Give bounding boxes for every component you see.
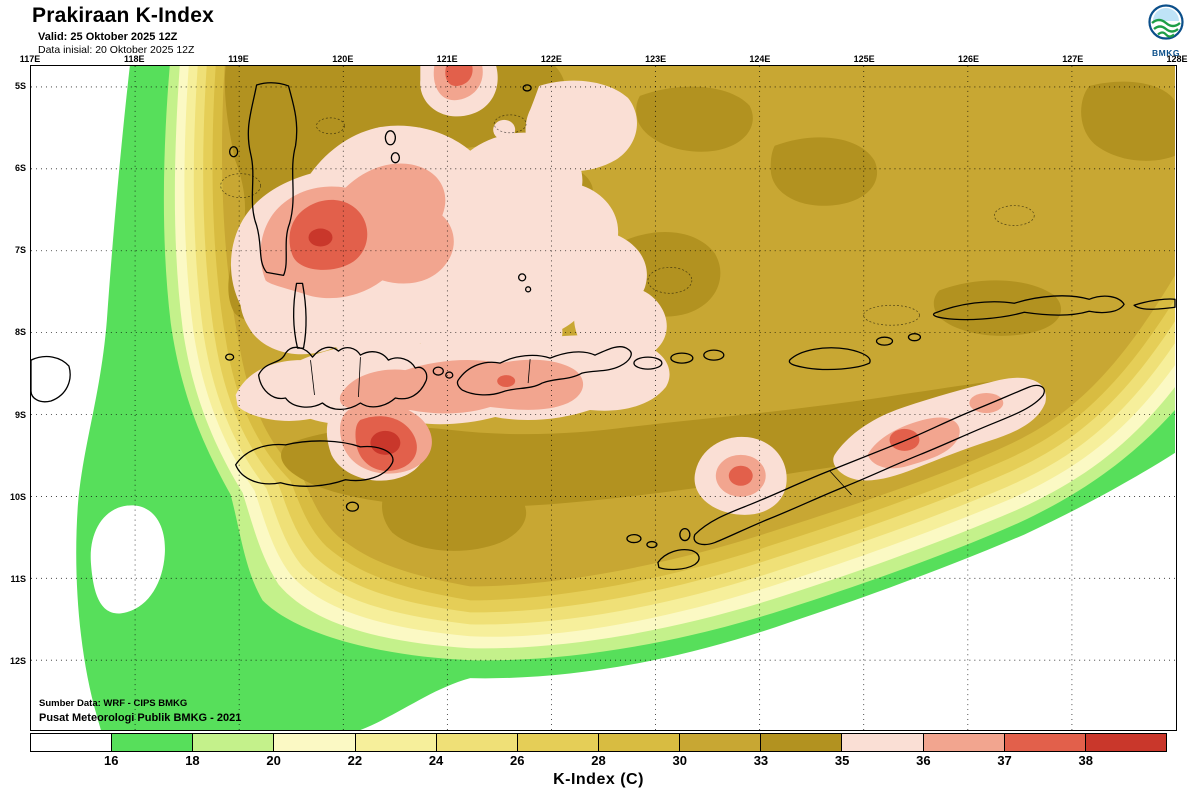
sumbawa-coastline	[257, 346, 428, 410]
selayar-coastline	[293, 282, 307, 349]
alor-chain-coastline	[703, 349, 725, 361]
legend-tick-label: 22	[347, 753, 363, 768]
lat-label: 12S	[9, 656, 26, 666]
bmkg-logo-text: BMKG	[1152, 48, 1180, 58]
lon-label: 124E	[749, 54, 771, 64]
legend-color-segment	[31, 734, 113, 751]
sumba-coastline	[234, 440, 394, 487]
timor-coastline	[693, 384, 1045, 546]
legend-tick-label: 38	[1078, 753, 1094, 768]
lat-label: 8S	[14, 327, 26, 338]
lat-label: 10S	[9, 491, 26, 502]
legend-color-segment	[680, 734, 762, 751]
map-canvas: Sumber Data: WRF - CIPS BMKG Pusat Meteo…	[30, 65, 1177, 731]
legend-tick-label: 24	[428, 753, 444, 768]
lat-label: 5S	[14, 81, 26, 91]
lon-label: 118E	[124, 54, 145, 64]
lat-label: 7S	[14, 245, 26, 256]
legend-color-segment	[355, 734, 437, 751]
lon-label: 120E	[332, 54, 354, 64]
data-source-label: Sumber Data: WRF - CIPS BMKG	[39, 698, 188, 709]
bmkg-logo: BMKG	[1142, 2, 1190, 58]
legend-color-segment	[274, 734, 356, 751]
legend-color-segment	[436, 734, 518, 751]
alor-chain-coastline	[633, 356, 663, 370]
publisher-label: Pusat Meteorologi Publik BMKG - 2021	[39, 712, 242, 724]
lon-label: 123E	[645, 54, 667, 64]
init-time-label: Data inisial: 20 Oktober 2025 12Z	[38, 44, 195, 56]
legend-tick-label: 28	[591, 753, 606, 768]
legend-color-segment	[923, 734, 1005, 751]
page-title: Prakiraan K-Index	[32, 4, 214, 27]
legend-tick-label: 18	[185, 753, 200, 768]
small-island-coastline	[875, 336, 894, 346]
small-island-coastline	[384, 130, 397, 146]
lon-label: 122E	[540, 54, 562, 64]
lat-label: 6S	[14, 163, 26, 174]
small-island-coastline	[345, 501, 360, 512]
small-island-coastline	[390, 152, 401, 164]
lon-label: 121E	[436, 54, 458, 64]
legend-tick-label: 16	[103, 753, 119, 768]
legend-tick-label: 35	[834, 753, 850, 768]
legend-color-segment	[193, 734, 275, 751]
lombok-fragment-coastline	[31, 355, 71, 403]
small-island-coastline	[524, 286, 532, 293]
flores-coastline	[456, 346, 632, 396]
contour-map-svg	[31, 66, 1176, 730]
legend-color-segment	[1085, 734, 1166, 751]
valid-time-label: Valid: 25 Oktober 2025 12Z	[38, 31, 178, 43]
legend-tick-label: 20	[266, 753, 281, 768]
small-island-coastline	[229, 146, 239, 158]
header: Prakiraan K-Index Valid: 25 Oktober 2025…	[32, 4, 214, 56]
coastlines	[31, 82, 1176, 571]
legend-title: K-Index (C)	[553, 771, 644, 788]
legend-color-segment	[1004, 734, 1086, 751]
lon-label: 126E	[957, 54, 979, 64]
alor-chain-coastline	[670, 352, 694, 364]
legend-tick-label: 30	[672, 753, 687, 768]
sawu-coastline	[646, 540, 658, 549]
contour-fills	[31, 66, 1176, 730]
legend-color-segment	[112, 734, 194, 751]
lon-label: 119E	[228, 54, 249, 64]
lat-label: 9S	[14, 409, 26, 420]
small-island-coastline	[907, 333, 922, 342]
legend-tick-label: 26	[510, 753, 525, 768]
flores-inner-border	[527, 359, 531, 384]
legend-color-segment	[761, 734, 843, 751]
sawu-coastline	[626, 533, 642, 544]
lon-label: 117E	[19, 54, 41, 64]
rote-coastline	[657, 549, 700, 571]
legend-colorbar	[30, 733, 1167, 752]
komodo-coastline	[445, 371, 454, 379]
timor-inner-border	[829, 470, 852, 495]
legend-tick-labels: 16 18 20 22 24 26 28 30 33 35 36 37 38	[0, 753, 1200, 769]
lon-label: 127E	[1062, 54, 1084, 64]
semau-coastline	[679, 527, 691, 542]
legend-color-segment	[598, 734, 681, 751]
legend-tick-label: 36	[916, 753, 931, 768]
island-chain-coastline	[932, 295, 1125, 321]
lon-label: 125E	[853, 54, 875, 64]
komodo-coastline	[432, 366, 444, 376]
legend-color-segment	[517, 734, 599, 751]
sumbawa-inner-border	[310, 357, 361, 398]
small-island-coastline	[522, 84, 532, 92]
wetar-coastline	[788, 347, 871, 371]
legend-tick-label: 33	[753, 753, 769, 768]
sulawesi-peninsula-coastline	[247, 82, 298, 277]
lon-label: 128E	[1166, 54, 1188, 64]
island-chain-coastline	[1133, 298, 1176, 310]
legend-tick-label: 37	[997, 753, 1012, 768]
legend-color-segment	[842, 734, 924, 751]
lat-label: 11S	[10, 573, 26, 584]
small-island-coastline	[225, 353, 235, 361]
small-island-coastline	[517, 273, 527, 282]
bmkg-logo-icon	[1148, 4, 1184, 40]
